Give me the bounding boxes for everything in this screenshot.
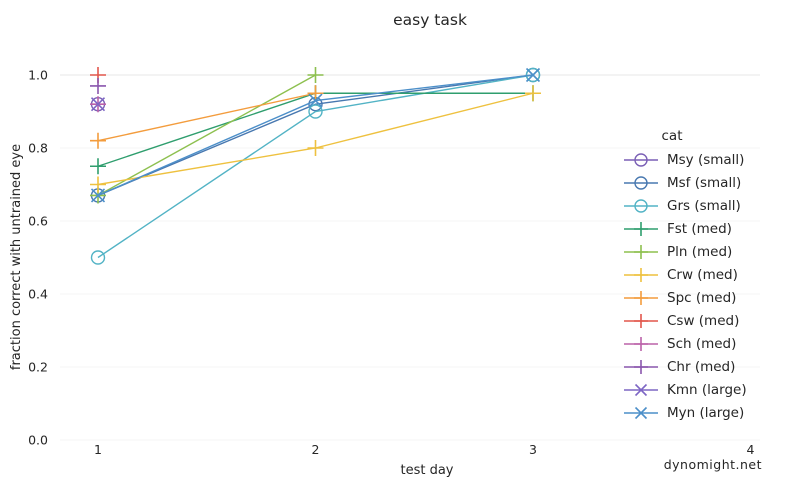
chart-title: easy task bbox=[393, 11, 467, 29]
marker-crw-day2 bbox=[307, 140, 324, 156]
series-spc bbox=[90, 85, 324, 149]
x-axis-label: test day bbox=[400, 463, 453, 478]
circle-marker-icon bbox=[624, 175, 658, 190]
series-line-msf bbox=[97, 74, 534, 197]
legend-items: Msy (small) Msf (small) Grs (small) Fst (me… bbox=[622, 148, 747, 424]
marker-spc-day2 bbox=[307, 85, 324, 102]
legend-glyph-spc bbox=[634, 290, 648, 305]
y-axis-label: fraction correct with untrained eye bbox=[9, 144, 24, 370]
legend-label-crw: Crw (med) bbox=[667, 266, 738, 283]
x-tick-2: 2 bbox=[312, 442, 320, 457]
y-tick-0.0: 0.0 bbox=[28, 433, 48, 448]
circle-marker-icon bbox=[624, 152, 658, 167]
grid-layer bbox=[60, 74, 760, 441]
marker-myn-day1 bbox=[90, 188, 106, 203]
marker-myn-day3 bbox=[525, 67, 541, 83]
plus-marker-icon bbox=[624, 290, 658, 305]
legend-glyph-chr bbox=[634, 359, 648, 374]
y-tick-0.6: 0.6 bbox=[28, 214, 48, 229]
plus-marker-icon bbox=[624, 267, 658, 282]
series-line-pln bbox=[97, 74, 316, 197]
plus-marker-icon bbox=[624, 336, 658, 351]
legend-label-spc: Spc (med) bbox=[667, 289, 737, 306]
series-crw bbox=[90, 85, 541, 193]
legend-label-pln: Pln (med) bbox=[667, 243, 733, 260]
legend-glyph-msy bbox=[634, 152, 648, 167]
plus-marker-icon bbox=[624, 359, 658, 374]
legend-label-chr: Chr (med) bbox=[667, 358, 736, 375]
y-tick-0.2: 0.2 bbox=[28, 360, 48, 375]
legend-glyph-kmn bbox=[634, 383, 648, 396]
legend-label-csw: Csw (med) bbox=[667, 312, 740, 329]
marker-grs-day2 bbox=[308, 104, 323, 119]
tick-layer: 1 2 3 4 0.0 0.2 0.4 0.6 0.8 1.0 bbox=[28, 68, 754, 458]
x-marker-icon bbox=[624, 383, 658, 396]
legend-item-fst: Fst (med) bbox=[622, 217, 747, 240]
legend-glyph-fst bbox=[634, 221, 648, 236]
legend-item-csw: Csw (med) bbox=[622, 309, 747, 332]
marker-myn-day2 bbox=[308, 93, 323, 108]
legend-title: cat bbox=[661, 128, 683, 144]
marker-crw-day1 bbox=[90, 176, 106, 193]
legend-item-msf: Msf (small) bbox=[622, 171, 747, 194]
legend-item-msy: Msy (small) bbox=[622, 148, 747, 171]
legend-label-myn: Myn (large) bbox=[667, 404, 745, 421]
legend-label-msf: Msf (small) bbox=[667, 174, 742, 191]
marker-kmn-day1 bbox=[90, 97, 106, 112]
series-layer bbox=[90, 67, 541, 265]
marker-fst-day1 bbox=[90, 158, 106, 175]
series-chr bbox=[90, 77, 106, 94]
marker-crw-day3 bbox=[525, 85, 541, 102]
circle-marker-icon bbox=[624, 198, 658, 213]
legend-label-msy: Msy (small) bbox=[667, 151, 745, 168]
y-tick-0.4: 0.4 bbox=[28, 287, 48, 302]
series-myn bbox=[90, 67, 541, 203]
marker-chr-day1 bbox=[90, 77, 106, 94]
legend-label-grs: Grs (small) bbox=[667, 197, 741, 214]
legend-item-kmn: Kmn (large) bbox=[622, 378, 747, 401]
x-tick-3: 3 bbox=[529, 442, 537, 457]
y-tick-0.8: 0.8 bbox=[28, 141, 48, 156]
legend-label-fst: Fst (med) bbox=[667, 220, 732, 237]
series-line-crw bbox=[97, 92, 534, 186]
legend-item-grs: Grs (small) bbox=[622, 194, 747, 217]
marker-pln-day2 bbox=[307, 67, 324, 83]
series-line-spc bbox=[97, 92, 316, 142]
x-marker-icon bbox=[624, 406, 658, 419]
legend-item-sch: Sch (med) bbox=[622, 332, 747, 355]
marker-grs-day3 bbox=[525, 67, 541, 83]
legend-item-myn: Myn (large) bbox=[622, 401, 747, 424]
legend: cat Msy (small) Msf (small) Grs (small) Fst… bbox=[622, 128, 747, 424]
plus-marker-icon bbox=[624, 244, 658, 259]
legend-item-pln: Pln (med) bbox=[622, 240, 747, 263]
x-tick-4: 4 bbox=[747, 442, 755, 457]
marker-grs-day1 bbox=[90, 250, 106, 265]
plus-marker-icon bbox=[624, 313, 658, 328]
plus-marker-icon bbox=[624, 221, 658, 236]
marker-spc-day1 bbox=[90, 132, 106, 149]
legend-label-kmn: Kmn (large) bbox=[667, 381, 747, 398]
series-line-grs bbox=[97, 74, 534, 259]
legend-glyph-msf bbox=[634, 175, 648, 190]
legend-glyph-myn bbox=[634, 406, 648, 419]
legend-glyph-grs bbox=[634, 198, 648, 213]
legend-item-chr: Chr (med) bbox=[622, 355, 747, 378]
legend-glyph-crw bbox=[634, 267, 648, 282]
legend-glyph-pln bbox=[634, 244, 648, 259]
watermark: dynomight.net bbox=[664, 457, 762, 472]
x-tick-1: 1 bbox=[94, 442, 102, 457]
legend-item-spc: Spc (med) bbox=[622, 286, 747, 309]
legend-glyph-csw bbox=[634, 313, 648, 328]
y-tick-1.0: 1.0 bbox=[28, 68, 48, 83]
series-grs bbox=[90, 67, 541, 265]
legend-glyph-sch bbox=[634, 336, 648, 351]
legend-item-crw: Crw (med) bbox=[622, 263, 747, 286]
series-kmn bbox=[90, 97, 106, 112]
legend-label-sch: Sch (med) bbox=[667, 335, 737, 352]
